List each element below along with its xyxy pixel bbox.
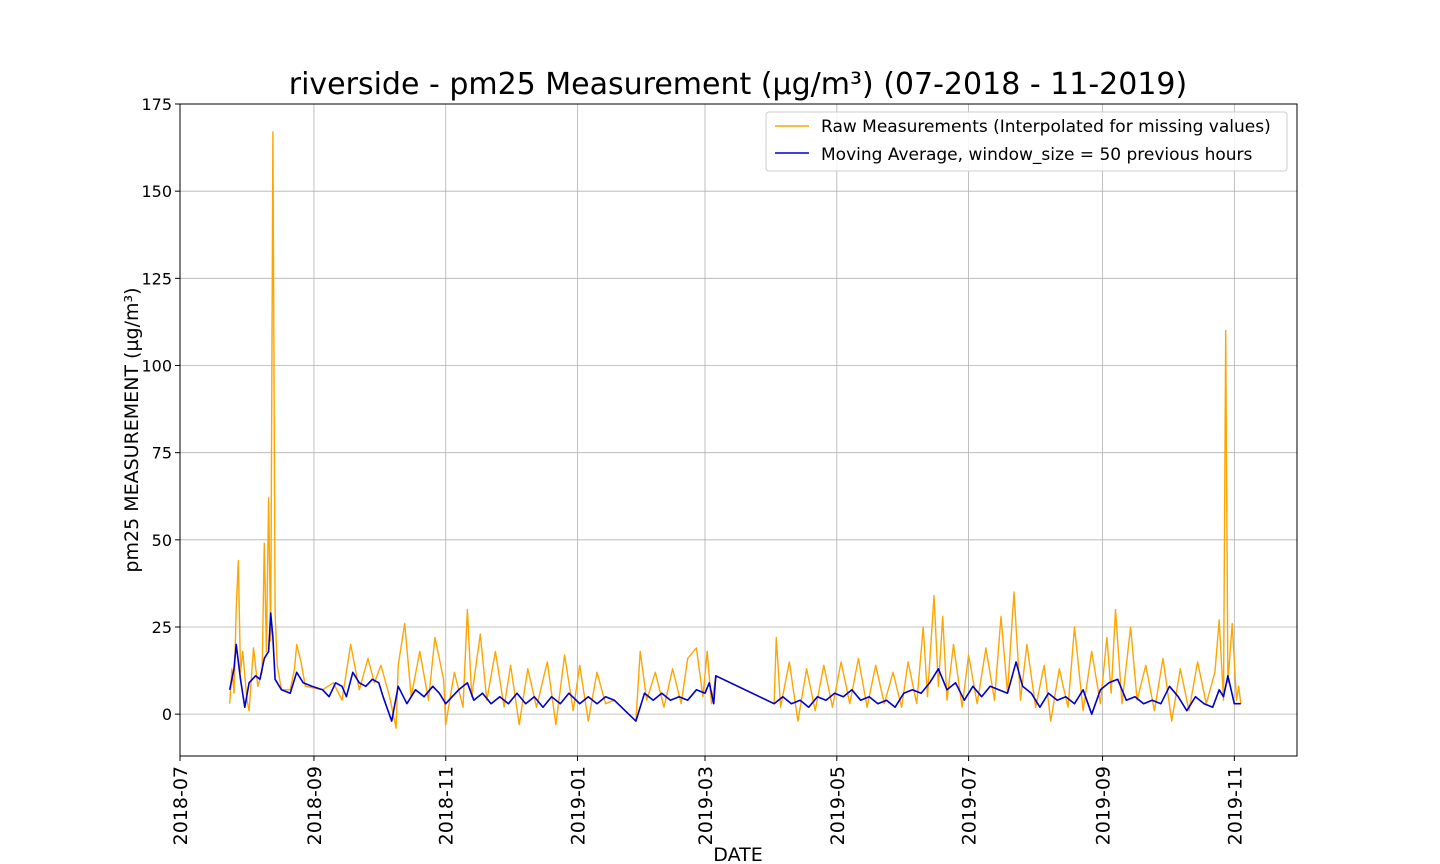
plot-series <box>228 131 1242 729</box>
x-tick-label: 2018-09 <box>304 766 326 845</box>
y-axis-ticks: 0 25 50 75 100 125 150 175 <box>141 95 180 724</box>
y-tick-label: 75 <box>152 444 172 463</box>
x-tick-label: 2019-11 <box>1224 766 1246 845</box>
legend-label-raw: Raw Measurements (Interpolated for missi… <box>821 117 1271 137</box>
moving-average-line <box>228 612 1241 722</box>
x-axis-ticks: 2018-07 2018-09 2018-11 2019-01 2019-03 2019-… <box>170 756 1246 845</box>
y-tick-label: 0 <box>162 705 172 724</box>
y-axis-title: pm25 MEASUREMENT (µg/m³) <box>121 287 143 572</box>
y-tick-label: 50 <box>152 531 172 550</box>
legend: Raw Measurements (Interpolated for missi… <box>765 111 1288 172</box>
x-tick-label: 2018-11 <box>436 766 458 845</box>
x-tick-label: 2018-07 <box>170 766 192 845</box>
y-tick-label: 150 <box>141 182 172 201</box>
x-tick-label: 2019-09 <box>1093 766 1115 845</box>
raw-measurements-line <box>229 131 1242 729</box>
y-tick-label: 100 <box>141 356 172 375</box>
legend-label-moving-average: Moving Average, window_size = 50 previou… <box>821 145 1253 165</box>
grid-lines <box>179 103 1297 756</box>
x-tick-label: 2019-03 <box>695 766 717 845</box>
y-tick-label: 25 <box>152 618 172 637</box>
y-tick-label: 175 <box>141 95 172 114</box>
x-tick-label: 2019-05 <box>827 766 849 845</box>
x-tick-label: 2019-01 <box>568 766 590 845</box>
y-tick-label: 125 <box>141 269 172 288</box>
chart-title: riverside - pm25 Measurement (µg/m³) (07… <box>289 67 1187 102</box>
plot-frame <box>179 103 1298 757</box>
legend-box <box>765 111 1288 172</box>
x-tick-label: 2019-07 <box>959 766 981 845</box>
x-axis-title: DATE <box>713 844 762 864</box>
